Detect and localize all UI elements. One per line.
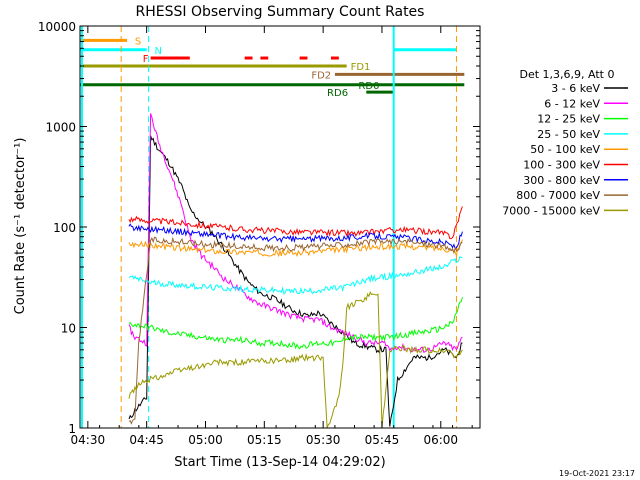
x-tick-label: 06:00 <box>423 433 458 447</box>
series-line <box>128 113 463 354</box>
annotation-label: FD1 <box>351 62 371 73</box>
x-tick-label: 05:45 <box>365 433 400 447</box>
annotation-bars: S NF FD1 FD2 RD0 RD6 <box>80 36 465 99</box>
legend-label: 7000 - 15000 keV <box>502 204 600 217</box>
y-tick-label: 1 <box>68 422 76 436</box>
legend-label: 800 - 7000 keV <box>516 189 600 202</box>
legend-label: 25 - 50 keV <box>537 128 600 141</box>
legend: Det 1,3,6,9, Att 03 - 6 keV 6 - 12 keV 12 … <box>502 68 628 217</box>
series-line <box>128 290 463 429</box>
y-tick-label: 100 <box>53 221 76 235</box>
chart-title: RHESSI Observing Summary Count Rates <box>136 4 425 20</box>
annotation-label: S <box>135 36 141 47</box>
x-tick-label: 05:15 <box>247 433 282 447</box>
legend-label: 50 - 100 keV <box>530 143 600 156</box>
series-layer <box>128 113 463 429</box>
legend-label: 100 - 300 keV <box>523 159 600 172</box>
x-tick-label: 05:00 <box>188 433 223 447</box>
series-line <box>128 256 463 295</box>
x-tick-label: 04:45 <box>129 433 164 447</box>
y-tick-label: 1000 <box>45 121 76 135</box>
legend-label: 300 - 800 keV <box>523 174 600 187</box>
legend-label: 6 - 12 keV <box>544 97 600 110</box>
y-tick-label: 10 <box>61 322 76 336</box>
footer-timestamp: 19-Oct-2021 23:17 <box>559 469 635 478</box>
x-tick-label: 05:30 <box>306 433 341 447</box>
series-line <box>128 223 463 250</box>
annotation-label: F <box>143 54 149 65</box>
series-line <box>128 206 463 240</box>
series-line <box>128 135 463 427</box>
legend-label: 12 - 25 keV <box>537 113 600 126</box>
y-tick-label: 10000 <box>38 20 76 34</box>
legend-label: 3 - 6 keV <box>551 82 600 95</box>
annotation-label: FD2 <box>311 70 331 81</box>
x-axis: 04:30 04:45 05:00 05:15 05:30 05:45 06:00 <box>71 26 473 447</box>
x-tick-label: 04:30 <box>71 433 106 447</box>
x-axis-label: Start Time (13-Sep-14 04:29:02) <box>174 455 385 470</box>
annotation-label: N <box>155 46 162 57</box>
series-line <box>128 239 463 258</box>
annotation-label: RD0 <box>358 81 379 92</box>
series-line <box>128 236 463 425</box>
y-axis-label: Count Rate (s⁻¹ detector⁻¹) <box>13 138 28 315</box>
series-line <box>128 297 463 350</box>
legend-title: Det 1,3,6,9, Att 0 <box>520 68 615 81</box>
annotation-label: RD6 <box>327 88 348 99</box>
y-axis: 1 10 100 1000 10000 <box>38 20 480 436</box>
